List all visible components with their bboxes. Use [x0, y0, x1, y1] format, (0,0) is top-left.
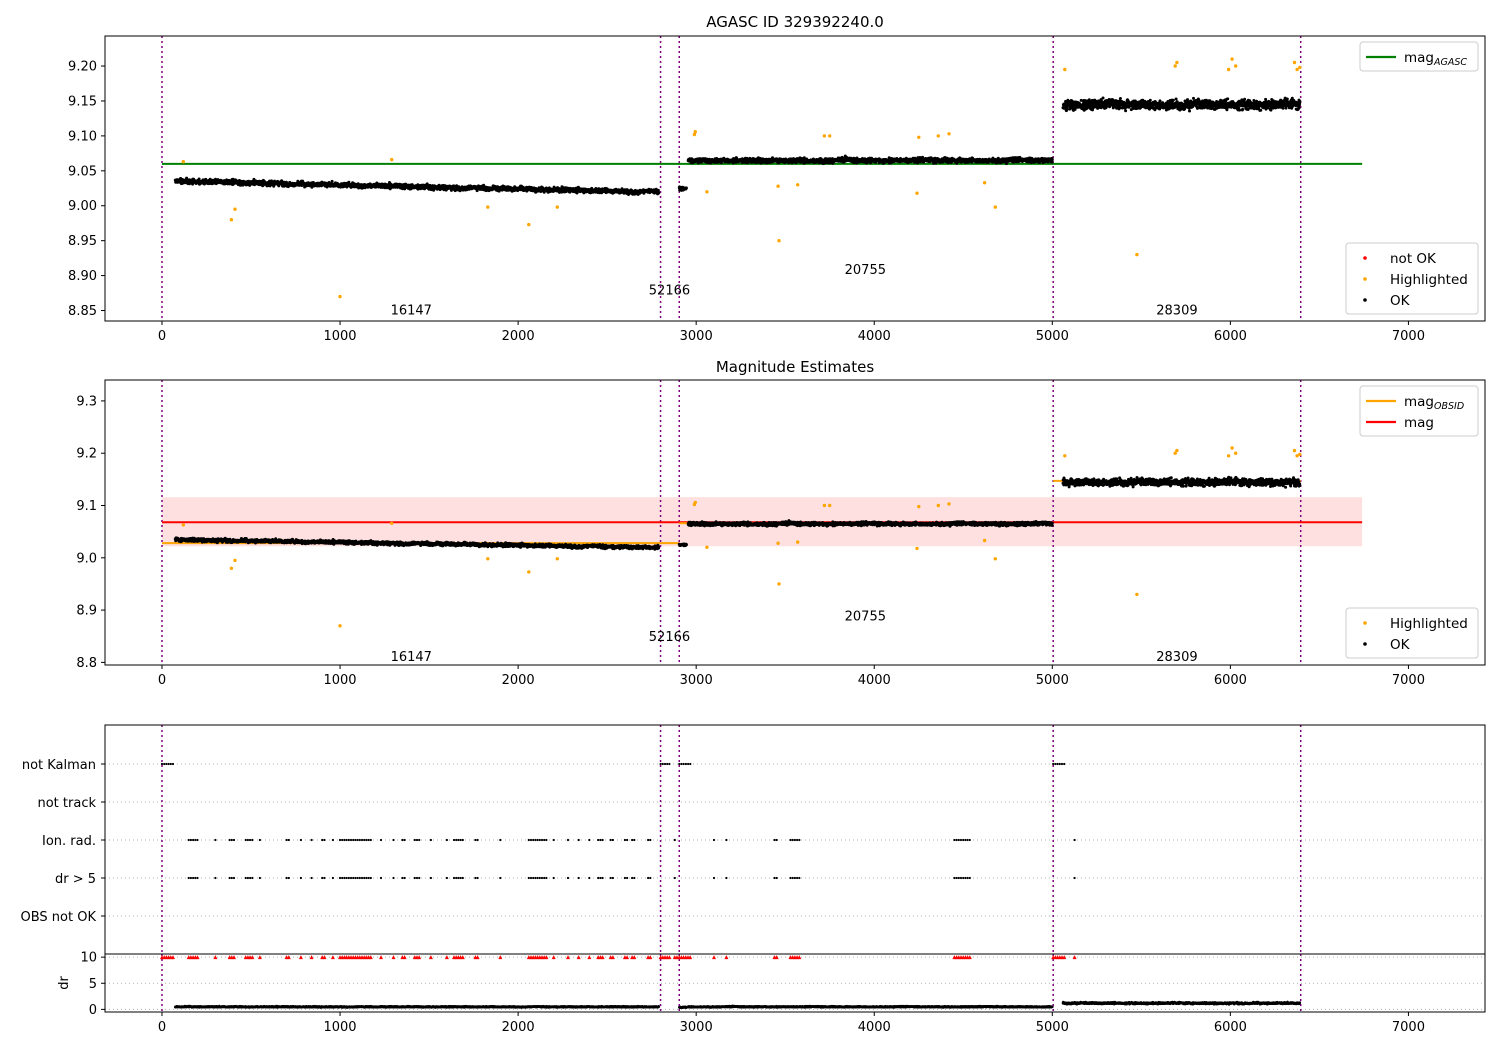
ok-point [1101, 96, 1105, 100]
ok-point [657, 191, 661, 195]
ok-point [1124, 109, 1128, 113]
ok-point [1192, 96, 1195, 100]
ok-point [1065, 108, 1069, 111]
ok-point [1050, 158, 1054, 162]
ok-point [1188, 109, 1191, 113]
ok-point [1174, 97, 1178, 101]
ok-point [330, 179, 334, 183]
ok-point [684, 186, 688, 190]
ok-point [1186, 98, 1189, 102]
agasc-magnitude-panel: AGASC ID 329392240.0 1614752166207552830… [68, 13, 1486, 344]
agasc-panel-title: AGASC ID 329392240.0 [706, 13, 884, 31]
ok-point [1171, 98, 1175, 102]
ok-point [185, 176, 189, 180]
ok-point [1148, 98, 1152, 102]
ok-point [1158, 99, 1162, 103]
ok-point [1118, 97, 1122, 100]
